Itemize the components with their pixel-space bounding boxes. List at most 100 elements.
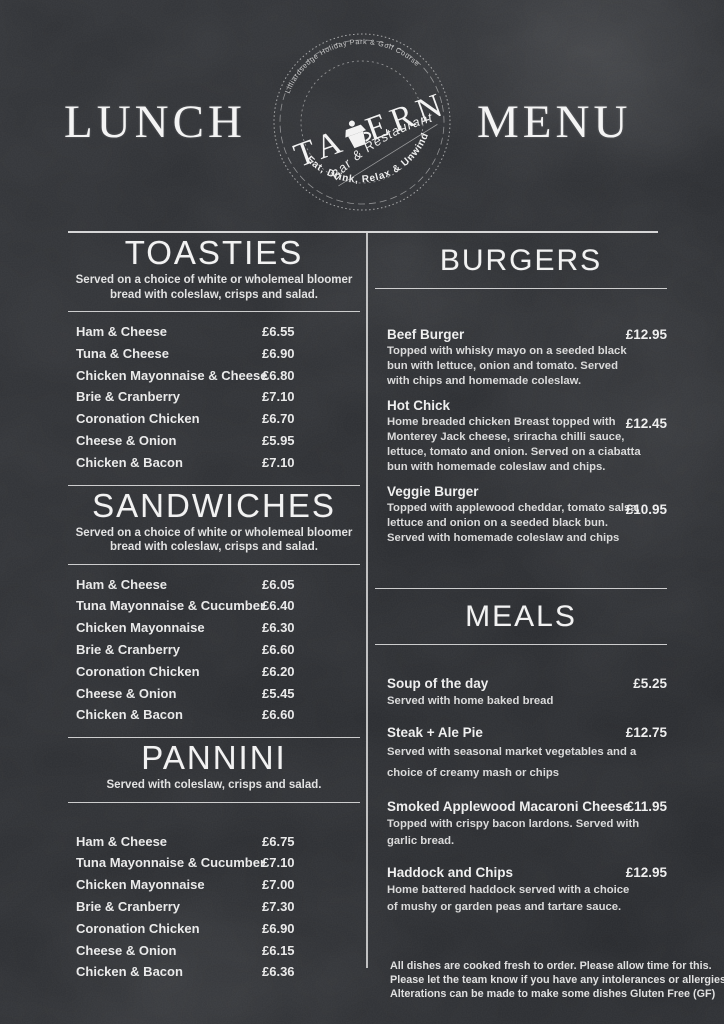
menu-item-row: Cheese & Onion £6.15 [76,940,356,962]
menu-item-row: Coronation Chicken £6.70 [76,408,356,430]
logo-outer-ring [273,33,451,211]
tankard-icon [345,120,372,149]
menu-item-row: Chicken & Bacon £6.36 [76,961,356,983]
menu-item-row: Coronation Chicken £6.90 [76,918,356,940]
menu-item-row: Ham & Cheese £6.05 [76,574,356,596]
section-toasties: TOASTIES Served on a choice of white or … [68,233,360,485]
item-price: £6.60 [262,641,295,657]
menu-item: Soup of the day Served with home baked b… [387,675,667,710]
menu-item-row: Cheese & Onion £5.95 [76,430,356,452]
section-header-burgers: BURGERS [375,233,667,289]
item-price: £6.36 [262,964,295,980]
item-price: £6.70 [262,411,295,427]
item-price: £12.95 [625,327,667,342]
section-items: Ham & Cheese £6.55 Tuna & Cheese £6.90 Chi… [68,312,360,485]
allergy-notice-line: All dishes are cooked fresh to order. Pl… [390,960,712,972]
item-name: Veggie Burger [387,484,479,499]
menu-item-row: Brie & Cranberry £7.10 [76,386,356,408]
item-name: Chicken & Bacon [76,454,183,470]
menu-item-row: Cheese & Onion £5.45 [76,683,356,705]
item-name: Ham & Cheese [76,324,168,339]
item-price: £11.95 [626,799,667,814]
item-price: £5.25 [633,676,667,691]
section-header: SANDWICHES Served on a choice of white o… [68,484,360,565]
item-name: Cheese & Onion [76,942,177,958]
item-name: Hot Chick [387,398,451,413]
item-price: £6.05 [262,576,295,592]
menu-item-row: Brie & Cranberry £6.60 [76,639,356,661]
section-header: TOASTIES Served on a choice of white or … [68,233,360,312]
logo-top-arc-text: Lilliardsedge Holiday Park & Golf Course [275,24,423,96]
menu-item-row: Chicken Mayonnaise £7.00 [76,874,356,896]
item-price: £6.75 [262,833,295,849]
item-name: Chicken & Bacon [76,964,183,980]
menu-item-row: Tuna & Cheese £6.90 [76,343,356,365]
section-header: PANNINI Served with coleslaw, crisps and… [68,737,360,803]
menu-item: Haddock and Chips Home battered haddock … [387,864,667,916]
item-name: Tuna & Cheese [76,345,169,361]
section-sandwiches: SANDWICHES Served on a choice of white o… [68,484,360,738]
item-name: Brie & Cranberry [76,389,181,405]
item-name: Chicken & Bacon [76,707,183,723]
item-price: £7.10 [262,855,295,871]
item-name: Haddock and Chips [387,865,514,880]
item-price: £7.10 [262,389,295,405]
item-name: Cheese & Onion [76,685,177,701]
section-title: BURGERS [439,244,603,277]
menu-item-row: Chicken Mayonnaise & Cheese £6.80 [76,365,356,387]
item-description: Home battered haddock served with a choi… [387,884,630,913]
item-name: Brie & Cranberry [76,641,181,657]
section-subtitle: Served on a choice of white or wholemeal… [75,526,353,554]
section-header-meals: MEALS [375,588,667,645]
menu-item-row: Tuna Mayonnaise & Cucumber £7.10 [76,852,356,874]
item-name: Ham & Cheese [76,833,168,849]
menu-item: Steak + Ale Pie Served with seasonal mar… [387,724,667,784]
item-name: Chicken Mayonnaise [76,877,205,893]
item-name: Chicken Mayonnaise [76,620,205,636]
allergy-notice-line: Please let the team know if you have any… [390,973,724,986]
menu-item-row: Coronation Chicken £6.20 [76,661,356,683]
logo-middle-ring [279,39,445,205]
item-price: £6.80 [262,367,295,383]
menu-item-row: Tuna Mayonnaise & Cucumber £6.40 [76,595,356,617]
column-divider [366,233,368,968]
item-price: £6.15 [262,942,295,958]
top-rule [68,231,658,233]
item-price: £12.45 [625,416,667,431]
item-price: £5.45 [262,685,295,701]
section-title: PANNINI [141,739,287,777]
item-name: Smoked Applewood Macaroni Cheese [387,799,631,814]
item-name: Brie & Cranberry [76,899,181,915]
meals-items: Soup of the day Served with home baked b… [375,645,667,916]
item-price: £5.95 [262,432,295,448]
logo-tagline-underline [338,124,438,187]
menu-item-row: Ham & Cheese £6.55 [76,321,356,343]
item-description: Topped with applewood cheddar, tomato sa… [387,502,640,544]
menu-item-row: Chicken Mayonnaise £6.30 [76,617,356,639]
burgers-items: Beef Burger Topped with whisky mayo on a… [375,289,667,546]
item-name: Beef Burger [387,327,465,342]
menu-item: Beef Burger Topped with whisky mayo on a… [387,326,667,389]
right-menu-column: BURGERS Beef Burger Topped with whisky m… [375,233,667,930]
section-items: Ham & Cheese £6.05 Tuna Mayonnaise & Cucu… [68,565,360,738]
item-name: Steak + Ale Pie [387,725,483,740]
item-name: Coronation Chicken [76,663,200,679]
item-price: £6.20 [262,663,295,679]
item-description: Topped with crispy bacon lardons. Served… [387,818,640,847]
item-description: Served with seasonal market vegetables a… [387,746,637,779]
item-name: Tuna Mayonnaise & Cucumber [76,855,266,871]
item-price: £7.00 [262,877,295,893]
item-price: £6.90 [262,920,295,936]
menu-item: Smoked Applewood Macaroni Cheese Topped … [387,798,667,850]
item-name: Soup of the day [387,676,489,691]
item-price: £7.30 [262,899,295,915]
item-name: Coronation Chicken [76,411,200,427]
menu-item-row: Brie & Cranberry £7.30 [76,896,356,918]
menu-item-row: Ham & Cheese £6.75 [76,831,356,853]
item-price: £12.75 [625,725,667,740]
allergy-notice: All dishes are cooked fresh to order. Pl… [390,960,724,1001]
item-name: Cheese & Onion [76,432,177,448]
item-description: Topped with whisky mayo on a seeded blac… [387,345,627,387]
item-description: Home breaded chicken Breast topped with … [387,416,641,473]
